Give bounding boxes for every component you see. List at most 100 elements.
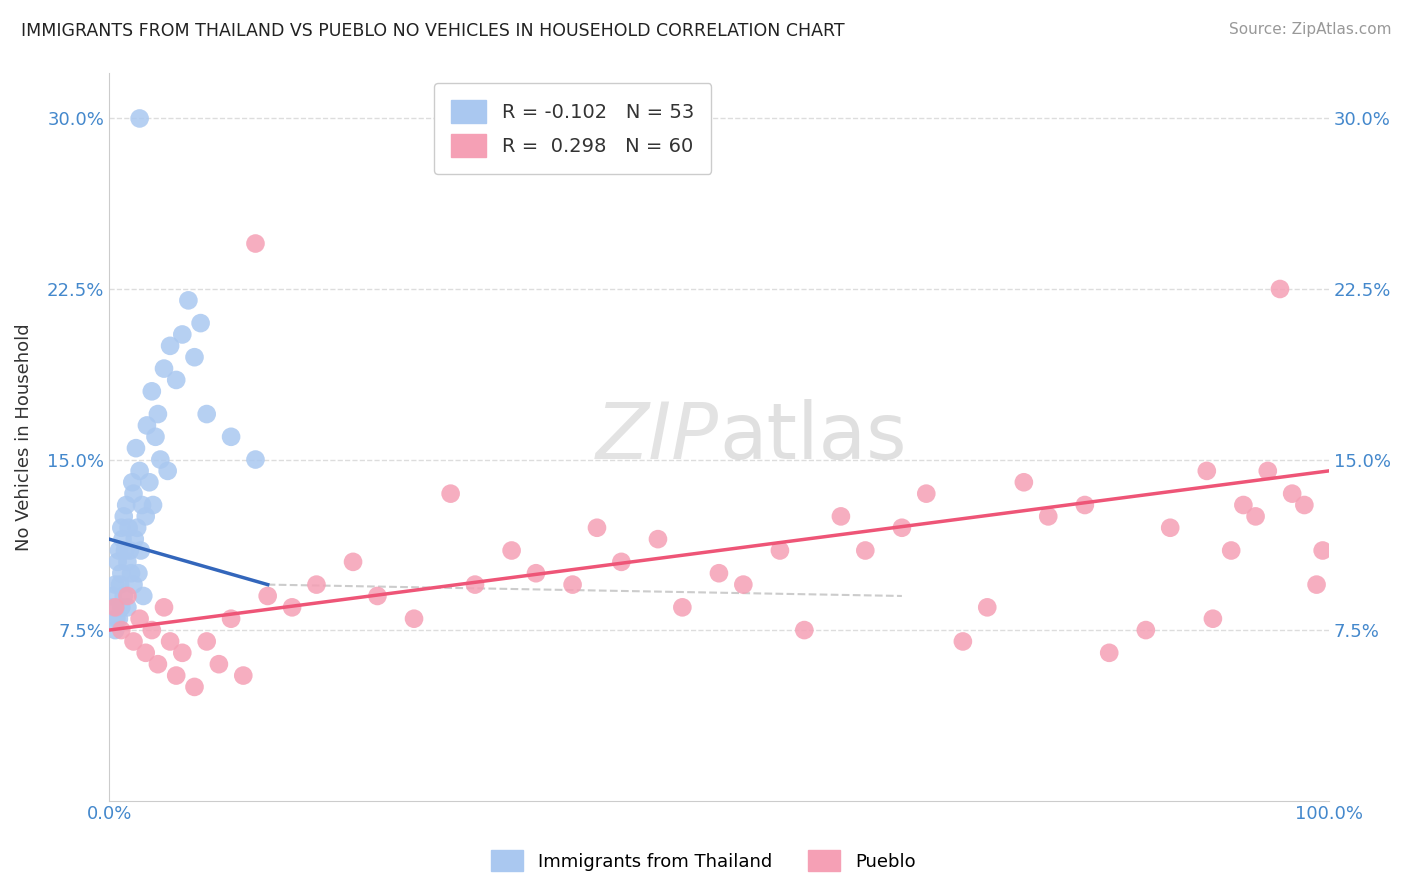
Point bbox=[145, 430, 167, 444]
Point bbox=[135, 646, 157, 660]
Point bbox=[707, 566, 730, 581]
Point bbox=[112, 509, 135, 524]
Point bbox=[108, 577, 131, 591]
Point bbox=[138, 475, 160, 490]
Point bbox=[561, 577, 583, 591]
Point bbox=[1202, 612, 1225, 626]
Point bbox=[117, 555, 139, 569]
Point bbox=[195, 634, 218, 648]
Point bbox=[118, 543, 141, 558]
Point bbox=[110, 600, 132, 615]
Point bbox=[1220, 543, 1243, 558]
Point bbox=[219, 430, 242, 444]
Point bbox=[647, 532, 669, 546]
Point bbox=[153, 361, 176, 376]
Point bbox=[586, 521, 609, 535]
Point bbox=[110, 566, 132, 581]
Point bbox=[890, 521, 912, 535]
Point bbox=[245, 452, 267, 467]
Point bbox=[853, 543, 876, 558]
Point bbox=[793, 623, 815, 637]
Point bbox=[135, 509, 157, 524]
Point bbox=[127, 566, 149, 581]
Point bbox=[256, 589, 278, 603]
Point bbox=[156, 464, 179, 478]
Point bbox=[1038, 509, 1060, 524]
Point bbox=[117, 521, 139, 535]
Legend: R = -0.102   N = 53, R =  0.298   N = 60: R = -0.102 N = 53, R = 0.298 N = 60 bbox=[433, 83, 711, 174]
Point bbox=[122, 486, 145, 500]
Point bbox=[208, 657, 231, 672]
Point bbox=[110, 521, 132, 535]
Point bbox=[190, 316, 212, 330]
Point bbox=[104, 577, 127, 591]
Point bbox=[110, 623, 132, 637]
Point bbox=[146, 657, 169, 672]
Point bbox=[115, 498, 138, 512]
Point bbox=[114, 543, 136, 558]
Point bbox=[245, 236, 267, 251]
Point bbox=[105, 612, 128, 626]
Point bbox=[1294, 498, 1316, 512]
Point bbox=[128, 612, 150, 626]
Point bbox=[195, 407, 218, 421]
Point bbox=[111, 532, 134, 546]
Point bbox=[366, 589, 388, 603]
Point bbox=[1195, 464, 1218, 478]
Point bbox=[183, 680, 205, 694]
Point bbox=[128, 464, 150, 478]
Legend: Immigrants from Thailand, Pueblo: Immigrants from Thailand, Pueblo bbox=[484, 843, 922, 879]
Point bbox=[440, 486, 463, 500]
Point bbox=[122, 634, 145, 648]
Text: Source: ZipAtlas.com: Source: ZipAtlas.com bbox=[1229, 22, 1392, 37]
Point bbox=[501, 543, 523, 558]
Point bbox=[112, 589, 135, 603]
Point bbox=[1135, 623, 1157, 637]
Point bbox=[342, 555, 364, 569]
Point bbox=[524, 566, 547, 581]
Point bbox=[125, 441, 148, 455]
Point bbox=[146, 407, 169, 421]
Point bbox=[177, 293, 200, 308]
Point bbox=[165, 668, 187, 682]
Point bbox=[149, 452, 172, 467]
Point bbox=[101, 589, 124, 603]
Point bbox=[104, 623, 127, 637]
Point bbox=[281, 600, 304, 615]
Point bbox=[1074, 498, 1097, 512]
Point bbox=[104, 600, 127, 615]
Point bbox=[129, 543, 152, 558]
Point bbox=[136, 418, 159, 433]
Y-axis label: No Vehicles in Household: No Vehicles in Household bbox=[15, 323, 32, 550]
Point bbox=[117, 600, 139, 615]
Point bbox=[153, 600, 176, 615]
Point bbox=[142, 498, 165, 512]
Point bbox=[122, 577, 145, 591]
Point bbox=[1098, 646, 1121, 660]
Point bbox=[232, 668, 254, 682]
Point bbox=[830, 509, 852, 524]
Point bbox=[1012, 475, 1035, 490]
Point bbox=[128, 112, 150, 126]
Point bbox=[165, 373, 187, 387]
Point bbox=[1312, 543, 1334, 558]
Point bbox=[1281, 486, 1303, 500]
Point bbox=[1268, 282, 1291, 296]
Point bbox=[120, 566, 142, 581]
Point bbox=[219, 612, 242, 626]
Point bbox=[141, 623, 163, 637]
Point bbox=[132, 589, 155, 603]
Point bbox=[124, 532, 146, 546]
Point bbox=[127, 521, 149, 535]
Point bbox=[1305, 577, 1327, 591]
Point bbox=[121, 475, 143, 490]
Point bbox=[402, 612, 425, 626]
Point bbox=[107, 555, 129, 569]
Point bbox=[464, 577, 486, 591]
Point bbox=[915, 486, 938, 500]
Point bbox=[769, 543, 792, 558]
Point bbox=[159, 339, 181, 353]
Point bbox=[100, 600, 122, 615]
Point bbox=[117, 589, 139, 603]
Point bbox=[1159, 521, 1181, 535]
